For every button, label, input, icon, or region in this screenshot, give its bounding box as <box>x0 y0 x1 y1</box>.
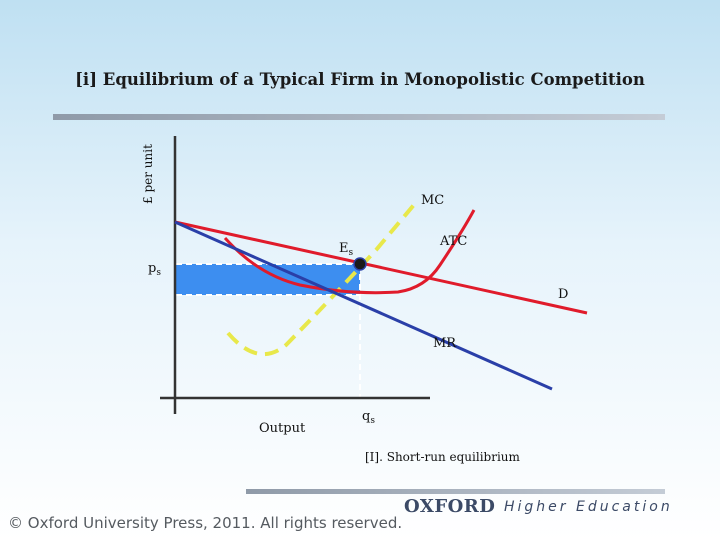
mc-curve <box>226 198 420 356</box>
top-divider <box>53 114 665 120</box>
diagram-caption: [I]. Short-run equilibrium <box>365 450 521 464</box>
diagram-title: [i] Equilibrium of a Typical Firm in Mon… <box>75 70 645 89</box>
atc-label: ATC <box>439 234 467 249</box>
bottom-divider <box>246 489 665 494</box>
quantity-label: qs <box>362 409 375 426</box>
equilibrium-point <box>353 257 367 271</box>
price-label: ps <box>148 261 161 278</box>
atc-curve <box>223 209 476 295</box>
mc-label: MC <box>421 193 444 208</box>
demand-label: D <box>558 287 568 302</box>
copyright-notice: © Oxford University Press, 2011. All rig… <box>8 514 403 532</box>
publisher-logo: OXFORD <box>404 496 496 517</box>
demand-curve <box>174 220 588 315</box>
y-axis-label: £ per unit <box>141 144 155 204</box>
publisher-logo-subtitle: Higher Education <box>504 499 673 515</box>
mr-label: MR <box>433 336 457 351</box>
x-axis-label: Output <box>259 421 306 436</box>
equilibrium-label: Es <box>339 241 354 258</box>
mr-curve <box>174 220 553 391</box>
